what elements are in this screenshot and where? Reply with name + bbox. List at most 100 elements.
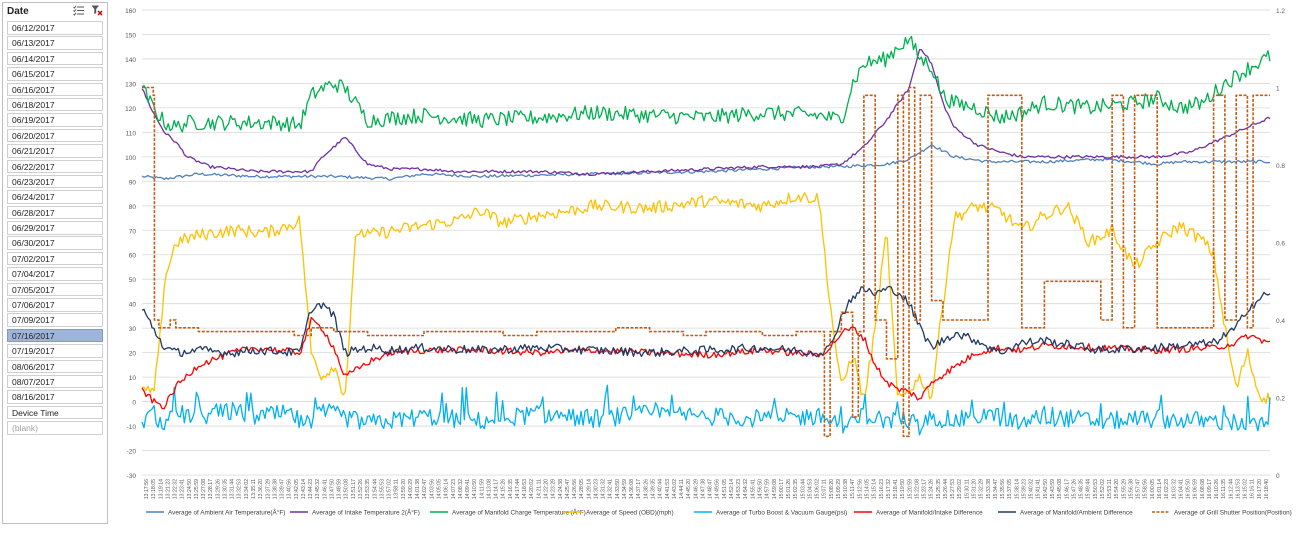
x-tick-label: 14:56:50 (758, 479, 764, 499)
x-tick-label: 15:26:44 (943, 479, 949, 499)
x-tick-label: 14:02:47 (422, 479, 428, 499)
legend-label: Average of Manifold Charge Temperature (… (452, 508, 586, 517)
slicer-item[interactable]: 06/23/2017 (7, 174, 103, 189)
slicer-item[interactable]: 07/16/2017 (7, 328, 103, 343)
slicer-item[interactable]: 08/16/2017 (7, 390, 103, 404)
x-tick-label: 13:55:53 (379, 479, 385, 499)
y-tick-label: -20 (127, 449, 137, 456)
x-tick-label: 13:28:17 (208, 479, 214, 499)
slicer-item[interactable]: 06/20/2017 (7, 128, 103, 143)
slicer-item[interactable]: 08/06/2017 (7, 359, 103, 374)
x-tick-label: 15:39:23 (1021, 479, 1027, 499)
x-tick-label: 13:40:56 (287, 479, 293, 499)
x-tick-label: 15:27:53 (950, 479, 956, 499)
x-tick-label: 13:25:59 (194, 479, 200, 499)
slicer-item[interactable]: 06/15/2017 (7, 67, 103, 81)
x-tick-label: 15:15:14 (872, 479, 878, 499)
x-tick-label: 13:22:32 (173, 479, 179, 499)
x-tick-label: 13:38:38 (272, 479, 278, 499)
y-tick-label: 10 (129, 375, 137, 382)
legend-label: Average of Ambient Air Temperature(Â°F) (168, 508, 285, 517)
slicer-item[interactable]: 06/16/2017 (7, 82, 103, 97)
x-tick-label: 14:20:02 (529, 479, 535, 499)
x-tick-label: 13:30:35 (222, 479, 228, 499)
x-tick-label: 16:00:05 (1150, 479, 1156, 499)
y2-tick-label: 0.4 (1276, 318, 1285, 325)
x-tick-label: 16:02:23 (1164, 479, 1170, 499)
slicer-item[interactable]: (blank) (7, 421, 103, 435)
slicer-item[interactable]: 07/05/2017 (7, 282, 103, 297)
clear-filter-icon[interactable] (91, 5, 103, 16)
y2-tick-label: 1 (1276, 86, 1280, 93)
y2-tick-label: 0.6 (1276, 241, 1285, 248)
x-tick-label: 14:37:17 (636, 479, 642, 499)
legend-label: Average of Speed (OBD)(mph) (586, 510, 674, 517)
slicer-item[interactable]: Device Time (7, 405, 103, 420)
slicer-item[interactable]: 06/12/2017 (7, 21, 103, 35)
x-tick-label: 14:40:44 (658, 479, 664, 499)
x-tick-label: 15:29:02 (957, 479, 963, 499)
x-tick-label: 15:42:50 (1043, 479, 1049, 499)
slicer-item[interactable]: 06/22/2017 (7, 159, 103, 174)
slicer-item[interactable]: 06/21/2017 (7, 144, 103, 158)
x-tick-label: 15:18:41 (893, 479, 899, 499)
slicer-item[interactable]: 06/29/2017 (7, 221, 103, 235)
slicer-item[interactable]: 06/28/2017 (7, 205, 103, 220)
x-tick-label: 13:32:53 (237, 479, 243, 499)
slicer-item[interactable]: 06/19/2017 (7, 113, 103, 127)
slicer-item[interactable]: 06/13/2017 (7, 36, 103, 50)
y2-tick-label: 0.8 (1276, 163, 1285, 170)
x-tick-label: 15:22:08 (914, 479, 920, 499)
x-tick-label: 16:08:08 (1200, 479, 1206, 499)
x-tick-label: 14:41:53 (665, 479, 671, 499)
x-tick-label: 14:06:14 (444, 479, 450, 499)
x-tick-label: 14:59:08 (772, 479, 778, 499)
x-tick-label: 15:49:44 (1086, 479, 1092, 499)
x-tick-label: 15:01:26 (786, 479, 792, 499)
x-tick-label: 14:31:32 (601, 479, 607, 499)
x-tick-label: 14:00:29 (408, 479, 414, 499)
x-tick-label: 15:43:59 (1050, 479, 1056, 499)
slicer-item[interactable]: 06/14/2017 (7, 51, 103, 66)
slicer-item[interactable]: 07/19/2017 (7, 344, 103, 358)
slicer-item[interactable]: 06/30/2017 (7, 236, 103, 250)
x-tick-label: 15:41:41 (1036, 479, 1042, 499)
slicer-item[interactable]: 08/07/2017 (7, 374, 103, 389)
x-tick-label: 14:13:08 (486, 479, 492, 499)
x-tick-label: 16:09:17 (1207, 479, 1213, 499)
x-tick-label: 13:46:41 (322, 479, 328, 499)
x-tick-label: 13:39:47 (280, 479, 286, 499)
multi-select-icon[interactable] (73, 5, 85, 16)
x-tick-label: 13:50:08 (344, 479, 350, 499)
x-tick-label: 15:04:53 (807, 479, 813, 499)
x-tick-label: 15:40:32 (1029, 479, 1035, 499)
slicer-item[interactable]: 07/09/2017 (7, 313, 103, 327)
x-tick-label: 15:16:23 (879, 479, 885, 499)
x-tick-label: 15:31:20 (972, 479, 978, 499)
x-tick-label: 13:45:32 (315, 479, 321, 499)
x-tick-label: 15:23:17 (922, 479, 928, 499)
x-tick-label: 15:02:35 (793, 479, 799, 499)
x-tick-label: 14:53:23 (736, 479, 742, 499)
y-tick-label: 50 (129, 277, 137, 284)
chart-svg: -30-20-100102030405060708090100110120130… (125, 8, 1292, 517)
x-tick-label: 16:11:35 (1221, 479, 1227, 499)
x-tick-label: 14:43:02 (672, 479, 678, 499)
slicer-item[interactable]: 06/24/2017 (7, 190, 103, 204)
x-tick-label: 15:09:29 (836, 479, 842, 499)
slicer-item[interactable]: 06/18/2017 (7, 97, 103, 112)
x-tick-label: 14:45:20 (686, 479, 692, 499)
x-tick-label: 13:19:14 (158, 479, 164, 499)
x-tick-label: 14:32:41 (608, 479, 614, 499)
x-tick-label: 13:58:11 (394, 479, 400, 499)
x-tick-label: 16:17:20 (1257, 479, 1263, 499)
x-tick-label: 15:50:53 (1093, 479, 1099, 499)
slicer-item[interactable]: 07/02/2017 (7, 251, 103, 266)
x-tick-label: 13:43:14 (301, 479, 307, 499)
slicer-item[interactable]: 07/04/2017 (7, 267, 103, 281)
x-tick-label: 13:24:50 (187, 479, 193, 499)
slicer-item[interactable]: 07/06/2017 (7, 298, 103, 312)
x-tick-label: 14:44:11 (679, 479, 685, 499)
x-tick-label: 13:53:35 (365, 479, 371, 499)
y-tick-label: 140 (125, 57, 136, 64)
